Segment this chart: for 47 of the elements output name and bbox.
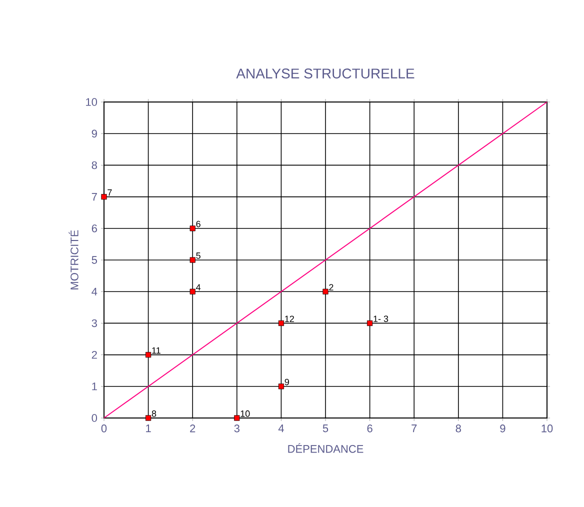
chart-title: ANALYSE STRUCTURELLE [236, 68, 414, 78]
y-tick-label: 4 [92, 288, 98, 296]
point [101, 194, 107, 200]
point [234, 415, 240, 421]
point [190, 257, 196, 263]
annotation: 5 [196, 252, 200, 259]
point [367, 320, 373, 326]
y-tick-label: 10 [86, 98, 98, 106]
annotation: 4 [196, 284, 201, 290]
x-tick-label: 0 [101, 424, 107, 432]
annotation: 10 [240, 410, 250, 417]
annotation: 8 [152, 410, 156, 417]
annotation: 1- 3 [374, 316, 388, 322]
y-tick-label: 1 [92, 382, 97, 390]
annotation: 11 [152, 347, 160, 354]
y-tick-label: 3 [92, 319, 97, 328]
x-tick-label: 9 [500, 424, 506, 432]
x-tick-label: 2 [190, 424, 196, 432]
point [278, 384, 284, 390]
y-tick-label: 7 [92, 193, 97, 201]
x-axis-title: DÉPENDANCE [288, 443, 364, 453]
annotation: 12 [285, 316, 294, 322]
x-tick-label: 3 [234, 424, 240, 432]
x-tick-label: 10 [542, 424, 553, 432]
annotation: 7 [108, 189, 112, 196]
point [322, 288, 328, 294]
point [190, 288, 196, 294]
y-axis-title: MOTRICITÉ [68, 230, 78, 290]
y-tick-label: 0 [92, 414, 98, 422]
annotation: 2 [329, 284, 334, 290]
y-tick-label: 2 [92, 350, 97, 359]
point [146, 415, 152, 421]
x-tick-label: 7 [412, 424, 417, 432]
point [190, 226, 196, 232]
x-tick-label: 1 [146, 424, 151, 432]
y-tick-label: 9 [92, 130, 97, 138]
x-tick-label: 8 [456, 424, 461, 432]
y-tick-label: 5 [92, 256, 97, 264]
point [278, 320, 284, 326]
x-tick-label: 5 [322, 424, 328, 432]
point [146, 352, 152, 358]
annotation: 6 [196, 220, 200, 228]
x-tick-label: 6 [367, 424, 372, 432]
y-tick-label: 6 [92, 224, 97, 232]
y-tick-label: 8 [92, 161, 97, 170]
x-tick-label: 4 [278, 424, 284, 432]
annotation: 9 [284, 378, 289, 386]
